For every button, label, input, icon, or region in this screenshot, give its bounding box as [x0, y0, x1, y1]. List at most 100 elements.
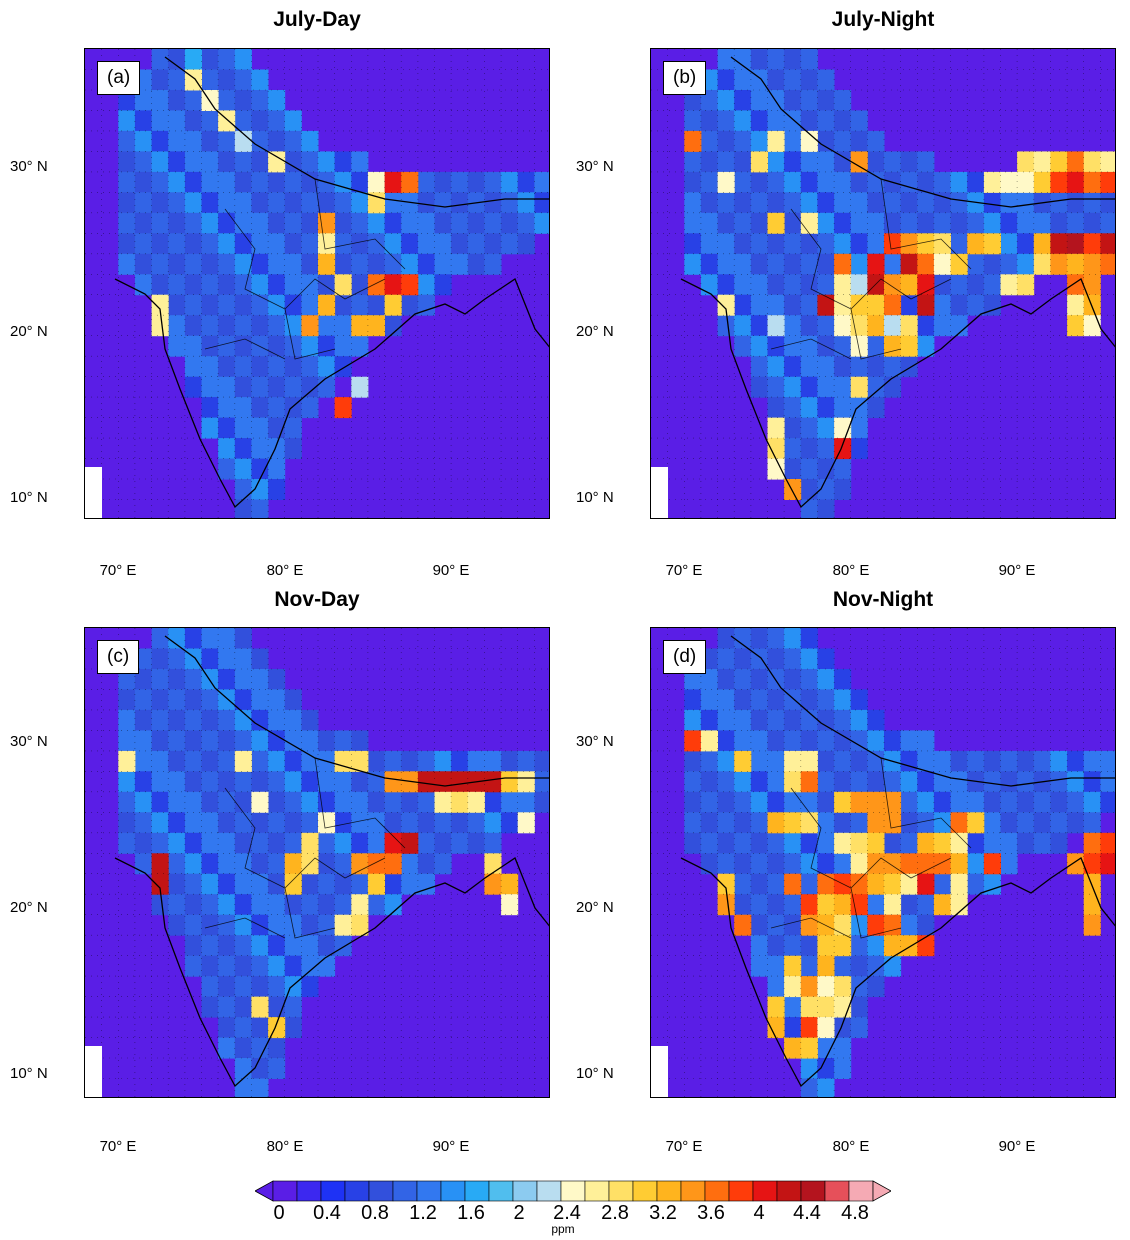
- grid-cell: [1100, 791, 1115, 813]
- grid-cell: [284, 771, 302, 793]
- grid-cell: [817, 730, 835, 752]
- panel-title: July-Day: [273, 8, 361, 31]
- grid-cell: [201, 110, 219, 132]
- grid-cell: [734, 315, 752, 337]
- grid-cell: [251, 709, 269, 731]
- grid-cell: [218, 335, 236, 357]
- grid-cell: [401, 873, 419, 895]
- grid-cell: [184, 935, 202, 957]
- grid-cell: [750, 233, 768, 255]
- lon-label: 90° E: [998, 1138, 1036, 1155]
- grid-cell: [251, 750, 269, 772]
- grid-cell: [784, 709, 802, 731]
- map-grid: (a): [84, 48, 550, 519]
- hotspot-cell: [1067, 294, 1085, 316]
- colorbar-swatch: [320, 1180, 346, 1202]
- grid-cell: [834, 812, 852, 834]
- grid-cell: [834, 458, 852, 480]
- grid-cell: [767, 730, 785, 752]
- grid-cell: [950, 274, 968, 296]
- grid-cell: [234, 253, 252, 275]
- grid-cell: [800, 832, 818, 854]
- grid-cell: [717, 212, 735, 234]
- lat-label: 30° N: [10, 158, 48, 175]
- hotspot-cell: [767, 1017, 785, 1039]
- grid-cell: [417, 873, 435, 895]
- hotspot-cell: [867, 812, 885, 834]
- grid-cell: [351, 212, 369, 234]
- grid-cell: [734, 669, 752, 690]
- grid-cell: [1083, 212, 1101, 234]
- grid-cell: [284, 212, 302, 234]
- grid-cell: [334, 894, 352, 916]
- grid-cell: [284, 955, 302, 977]
- grid-cell: [834, 955, 852, 977]
- grid-cell: [717, 689, 735, 711]
- grid-cell: [800, 335, 818, 357]
- grid-cell: [351, 730, 369, 752]
- grid-cell: [151, 750, 169, 772]
- grid-cell: [351, 233, 369, 255]
- grid-cell: [184, 171, 202, 193]
- hotspot-cell: [318, 233, 336, 255]
- grid-cell: [717, 90, 735, 111]
- grid-cell: [983, 253, 1001, 275]
- grid-cell: [384, 233, 402, 255]
- grid-cell: [334, 812, 352, 834]
- grid-cell: [184, 853, 202, 875]
- hotspot-cell: [817, 294, 835, 316]
- grid-cell: [867, 976, 885, 998]
- grid-cell: [334, 356, 352, 378]
- hotspot-cell: [884, 873, 902, 895]
- grid-cell: [168, 812, 186, 834]
- grid-cell: [301, 233, 319, 255]
- grid-cell: [850, 130, 868, 152]
- grid-cell: [967, 750, 985, 772]
- grid-cell: [734, 648, 752, 670]
- grid-cell: [151, 151, 169, 173]
- colorbar-max-arrow: [872, 1180, 892, 1202]
- grid-cell: [168, 315, 186, 337]
- hotspot-cell: [1083, 832, 1101, 854]
- grid-cell: [184, 356, 202, 378]
- grid-cell: [401, 812, 419, 834]
- hotspot-cell: [1083, 294, 1101, 316]
- grid-cell: [134, 212, 152, 234]
- grid-cell: [1083, 812, 1101, 834]
- grid-cell: [800, 274, 818, 296]
- grid-cell: [251, 730, 269, 752]
- grid-cell: [684, 791, 702, 813]
- grid-cell: [334, 192, 352, 214]
- hotspot-cell: [1067, 151, 1085, 173]
- grid-cell: [834, 171, 852, 193]
- grid-cell: [118, 212, 136, 234]
- grid-cell: [717, 315, 735, 337]
- grid-cell: [251, 151, 269, 173]
- grid-cell: [234, 438, 252, 460]
- grid-cell: [700, 669, 718, 690]
- grid-cell: [367, 233, 385, 255]
- colorbar-swatch: [272, 1180, 298, 1202]
- grid-cell: [218, 253, 236, 275]
- hotspot-cell: [351, 376, 369, 398]
- grid-cell: [884, 832, 902, 854]
- grid-cell: [884, 376, 902, 398]
- grid-cell: [268, 935, 286, 957]
- hotspot-cell: [484, 853, 502, 875]
- grid-cell: [351, 771, 369, 793]
- hotspot-cell: [834, 253, 852, 275]
- grid-cell: [168, 669, 186, 690]
- grid-cell: [201, 356, 219, 378]
- grid-cell: [284, 812, 302, 834]
- grid-cell: [234, 935, 252, 957]
- grid-cell: [1000, 212, 1018, 234]
- hotspot-cell: [900, 253, 918, 275]
- grid-cell: [717, 233, 735, 255]
- grid-cell: [134, 151, 152, 173]
- grid-cell: [201, 935, 219, 957]
- grid-cell: [168, 69, 186, 91]
- grid-cell: [134, 750, 152, 772]
- grid-cell: [750, 648, 768, 670]
- grid-cell: [784, 233, 802, 255]
- grid-cell: [434, 274, 452, 296]
